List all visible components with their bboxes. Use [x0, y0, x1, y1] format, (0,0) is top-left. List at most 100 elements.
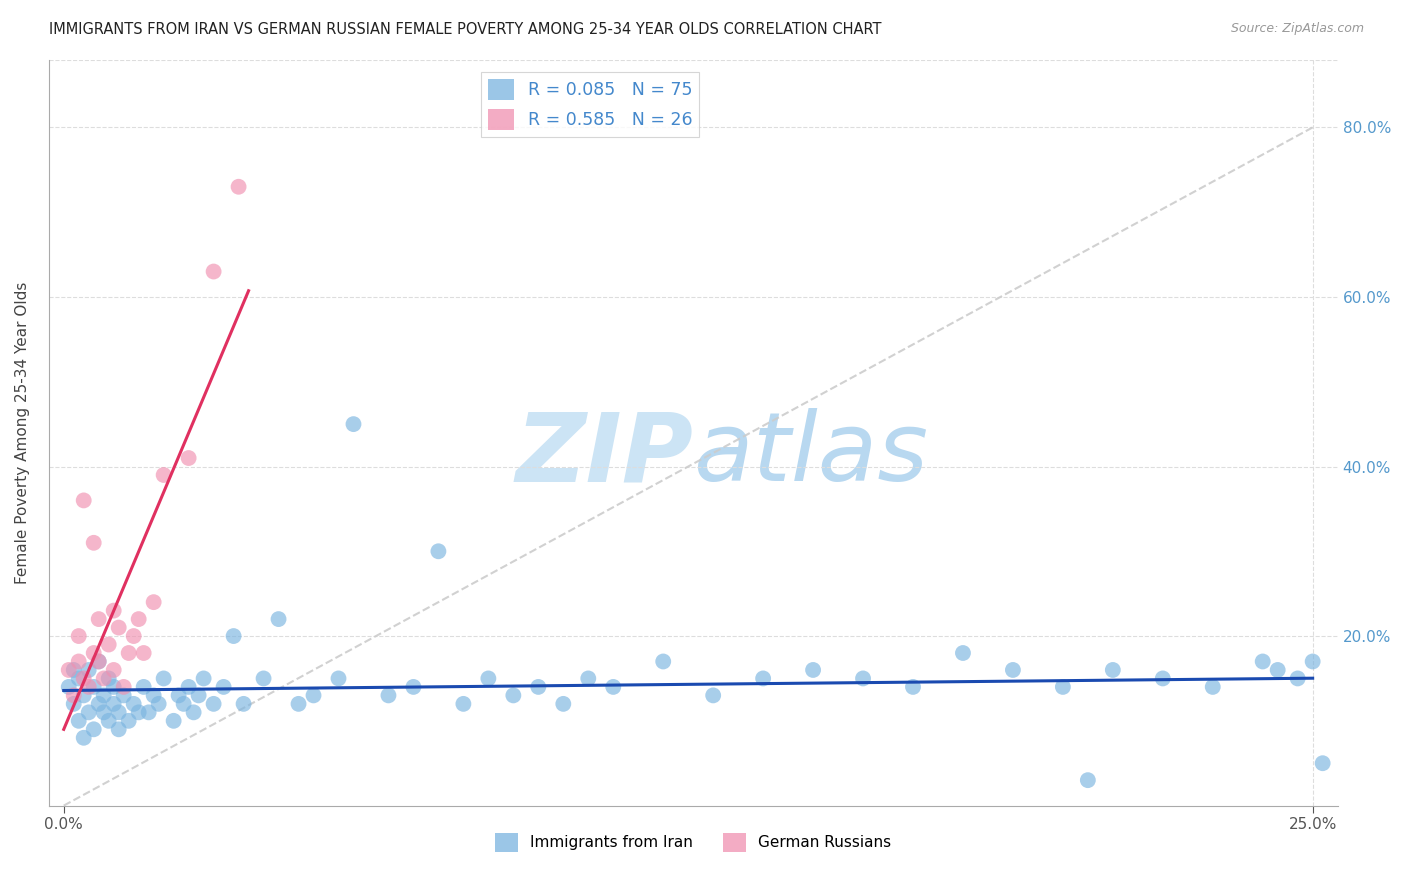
Point — [73, 689, 96, 703]
Point — [342, 417, 364, 431]
Point — [752, 672, 775, 686]
Point — [183, 706, 205, 720]
Point — [1152, 672, 1174, 686]
Point — [97, 672, 120, 686]
Point — [1251, 655, 1274, 669]
Point — [97, 638, 120, 652]
Point — [103, 663, 125, 677]
Point — [77, 680, 100, 694]
Point — [67, 672, 90, 686]
Point — [83, 723, 105, 737]
Point — [202, 264, 225, 278]
Point — [83, 536, 105, 550]
Point — [527, 680, 550, 694]
Point — [62, 697, 84, 711]
Point — [103, 680, 125, 694]
Point — [62, 689, 84, 703]
Point — [107, 706, 129, 720]
Point — [152, 467, 174, 482]
Point — [477, 672, 499, 686]
Point — [232, 697, 254, 711]
Point — [222, 629, 245, 643]
Point — [107, 621, 129, 635]
Point — [177, 680, 200, 694]
Point — [128, 612, 150, 626]
Point — [93, 689, 115, 703]
Point — [267, 612, 290, 626]
Point — [83, 646, 105, 660]
Point — [453, 697, 475, 711]
Point — [193, 672, 215, 686]
Point — [202, 697, 225, 711]
Point — [1052, 680, 1074, 694]
Point — [93, 672, 115, 686]
Point — [77, 706, 100, 720]
Point — [1001, 663, 1024, 677]
Point — [652, 655, 675, 669]
Point — [1267, 663, 1289, 677]
Point — [122, 629, 145, 643]
Point — [167, 689, 190, 703]
Point — [112, 689, 135, 703]
Point — [87, 612, 110, 626]
Point — [402, 680, 425, 694]
Point — [112, 680, 135, 694]
Text: IMMIGRANTS FROM IRAN VS GERMAN RUSSIAN FEMALE POVERTY AMONG 25-34 YEAR OLDS CORR: IMMIGRANTS FROM IRAN VS GERMAN RUSSIAN F… — [49, 22, 882, 37]
Point — [87, 655, 110, 669]
Point — [212, 680, 235, 694]
Point — [73, 493, 96, 508]
Point — [103, 697, 125, 711]
Point — [73, 672, 96, 686]
Point — [67, 629, 90, 643]
Point — [77, 663, 100, 677]
Point — [177, 450, 200, 465]
Point — [148, 697, 170, 711]
Point — [132, 680, 155, 694]
Y-axis label: Female Poverty Among 25-34 Year Olds: Female Poverty Among 25-34 Year Olds — [15, 281, 30, 583]
Point — [576, 672, 599, 686]
Point — [62, 663, 84, 677]
Point — [302, 689, 325, 703]
Point — [1202, 680, 1225, 694]
Point — [377, 689, 399, 703]
Point — [187, 689, 209, 703]
Point — [1101, 663, 1123, 677]
Point — [1077, 773, 1099, 788]
Point — [142, 689, 165, 703]
Point — [67, 655, 90, 669]
Point — [1302, 655, 1324, 669]
Point — [118, 714, 141, 728]
Point — [138, 706, 160, 720]
Point — [97, 714, 120, 728]
Point — [328, 672, 350, 686]
Point — [107, 723, 129, 737]
Point — [73, 731, 96, 745]
Text: ZIP: ZIP — [516, 409, 693, 501]
Point — [58, 663, 80, 677]
Point — [252, 672, 274, 686]
Point — [173, 697, 195, 711]
Point — [952, 646, 974, 660]
Point — [702, 689, 724, 703]
Point — [128, 706, 150, 720]
Point — [132, 646, 155, 660]
Text: Source: ZipAtlas.com: Source: ZipAtlas.com — [1230, 22, 1364, 36]
Point — [118, 646, 141, 660]
Point — [602, 680, 624, 694]
Point — [427, 544, 450, 558]
Point — [67, 714, 90, 728]
Point — [901, 680, 924, 694]
Point — [163, 714, 186, 728]
Point — [801, 663, 824, 677]
Point — [93, 706, 115, 720]
Point — [502, 689, 524, 703]
Point — [58, 680, 80, 694]
Point — [122, 697, 145, 711]
Point — [142, 595, 165, 609]
Point — [83, 680, 105, 694]
Point — [1312, 756, 1334, 771]
Point — [103, 604, 125, 618]
Point — [553, 697, 575, 711]
Point — [228, 179, 250, 194]
Legend: R = 0.085   N = 75, R = 0.585   N = 26: R = 0.085 N = 75, R = 0.585 N = 26 — [481, 72, 699, 137]
